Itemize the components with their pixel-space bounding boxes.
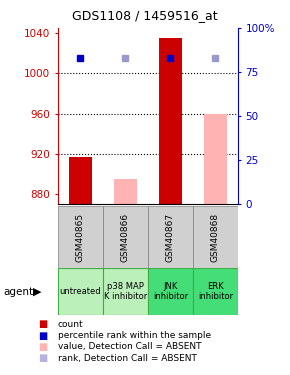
Text: ■: ■ — [38, 342, 47, 352]
Bar — [114, 179, 137, 204]
Text: GSM40868: GSM40868 — [211, 213, 220, 262]
Bar — [204, 114, 226, 204]
Text: ▶: ▶ — [33, 286, 42, 297]
Text: JNK
inhibitor: JNK inhibitor — [153, 282, 188, 301]
Text: ■: ■ — [38, 353, 47, 363]
Bar — [103, 206, 148, 268]
Text: GSM40865: GSM40865 — [76, 213, 85, 262]
Bar — [193, 268, 238, 315]
Text: ■: ■ — [38, 320, 47, 329]
Text: ■: ■ — [38, 331, 47, 340]
Bar — [148, 206, 193, 268]
Text: ERK
inhibitor: ERK inhibitor — [198, 282, 233, 301]
Bar — [193, 206, 238, 268]
Text: GSM40867: GSM40867 — [166, 213, 175, 262]
Text: p38 MAP
K inhibitor: p38 MAP K inhibitor — [104, 282, 147, 301]
Bar — [159, 38, 182, 204]
Bar — [69, 157, 92, 204]
Bar — [58, 268, 103, 315]
Bar — [103, 268, 148, 315]
Text: GDS1108 / 1459516_at: GDS1108 / 1459516_at — [72, 9, 218, 22]
Text: agent: agent — [3, 286, 33, 297]
Bar — [148, 268, 193, 315]
Bar — [58, 206, 103, 268]
Text: percentile rank within the sample: percentile rank within the sample — [58, 331, 211, 340]
Text: untreated: untreated — [60, 287, 101, 296]
Text: rank, Detection Call = ABSENT: rank, Detection Call = ABSENT — [58, 354, 197, 363]
Text: value, Detection Call = ABSENT: value, Detection Call = ABSENT — [58, 342, 202, 351]
Text: count: count — [58, 320, 84, 329]
Text: GSM40866: GSM40866 — [121, 213, 130, 262]
